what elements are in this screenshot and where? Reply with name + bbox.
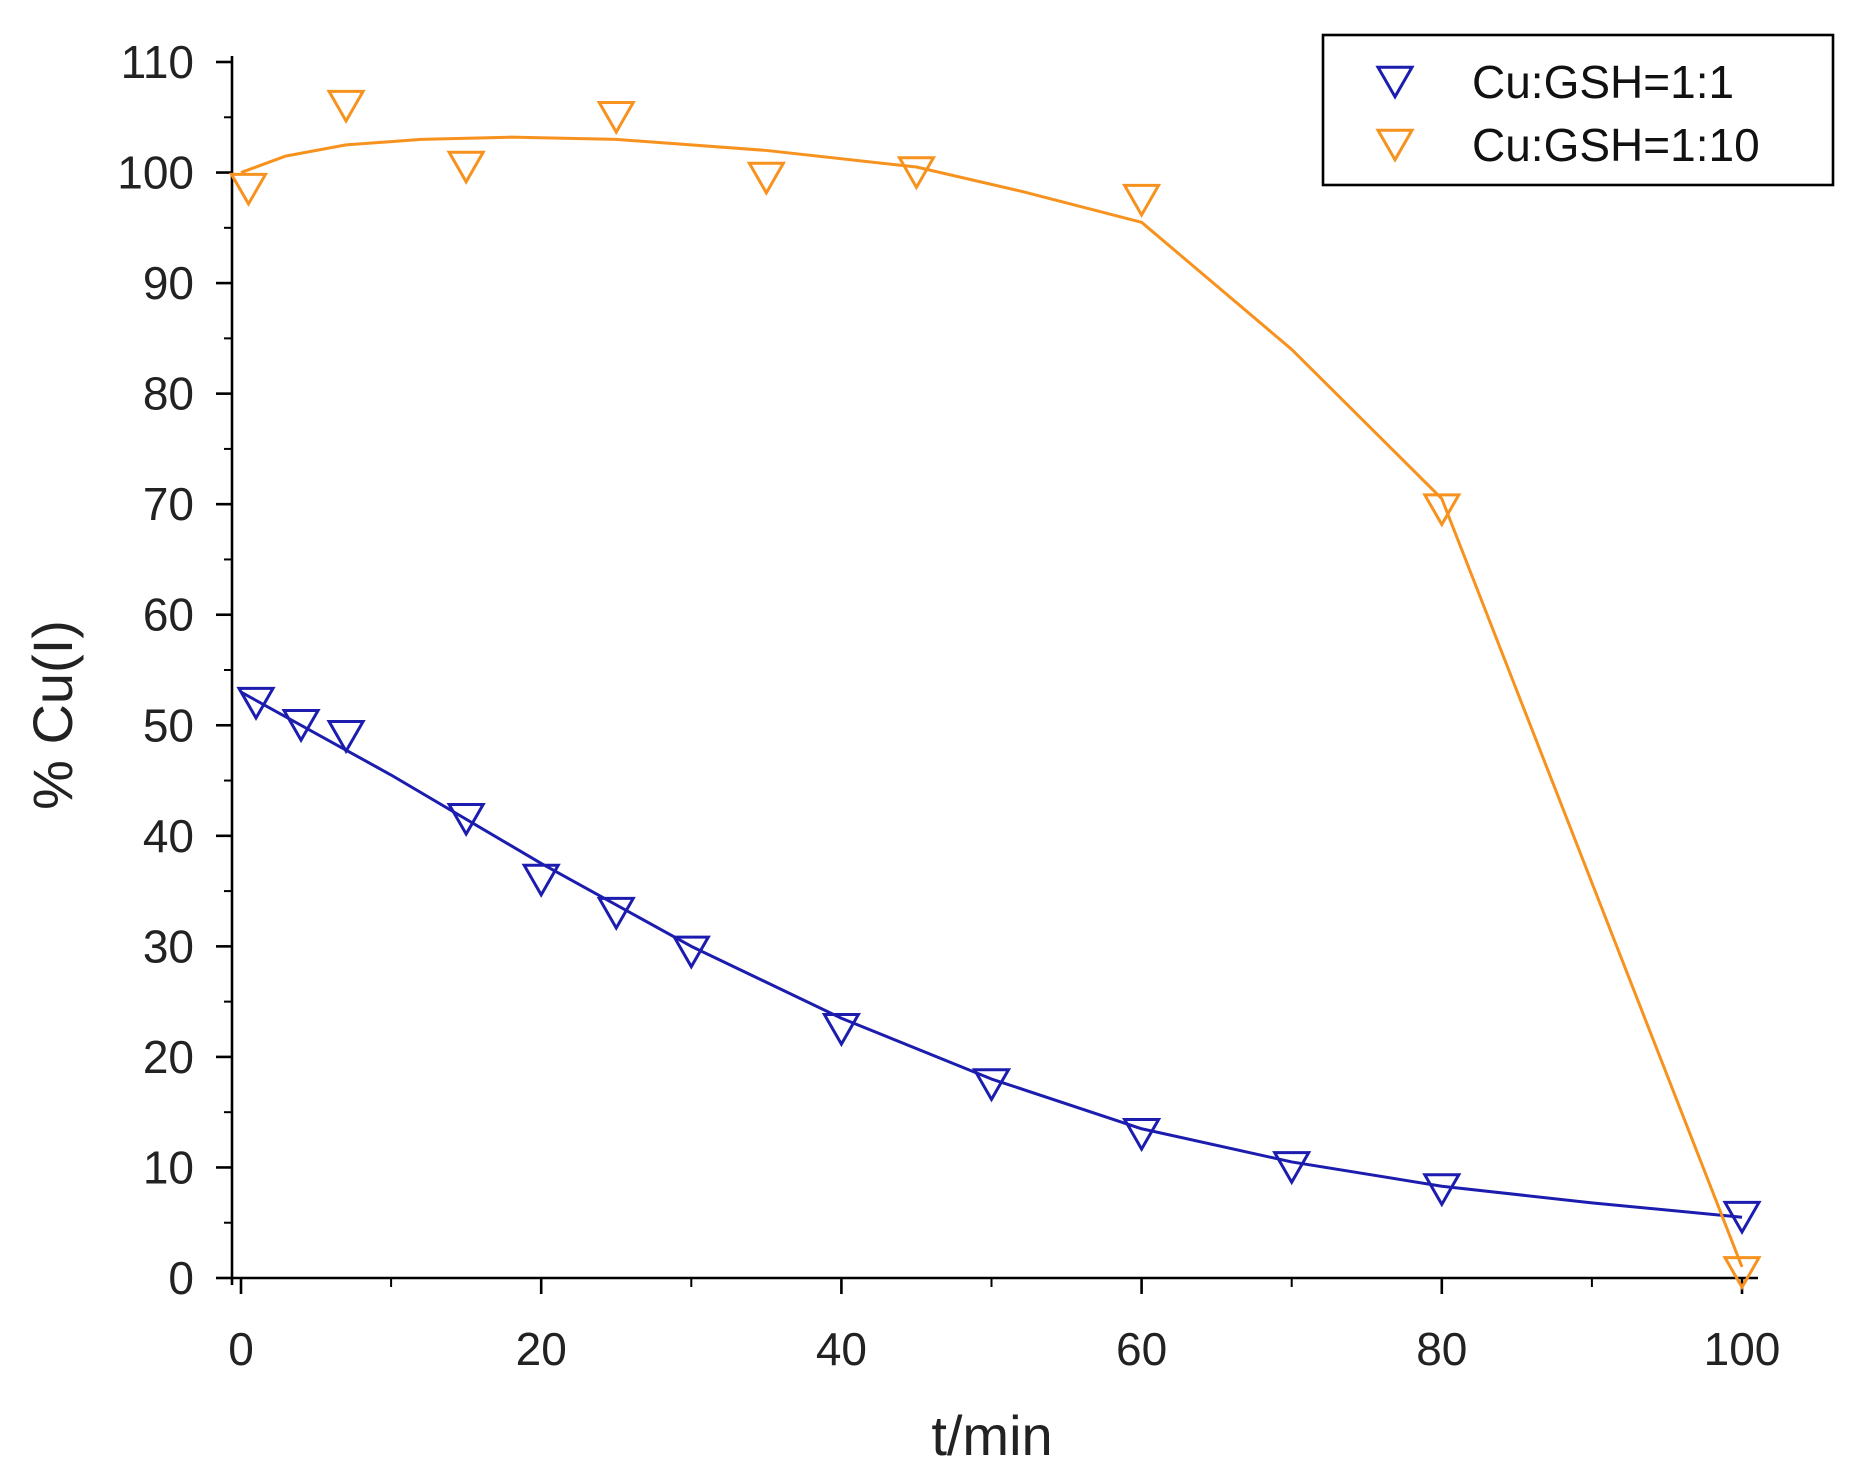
series-1-point [281, 708, 321, 744]
fit-lines [240, 135, 1744, 1268]
y-tick-label: 100 [117, 147, 194, 199]
series-1-point [521, 863, 561, 898]
series-1-point [971, 1068, 1012, 1103]
x-tick-label: 80 [1416, 1323, 1467, 1375]
x-tick-label: 0 [228, 1323, 254, 1375]
legend-marker-2 [1375, 128, 1415, 163]
y-tick-label: 30 [143, 920, 194, 972]
series-1-point [236, 686, 276, 721]
x-tick-label: 20 [516, 1323, 567, 1375]
legend-frame [1321, 33, 1835, 187]
series-1-point [1272, 1151, 1312, 1186]
series-2-point [1722, 1256, 1762, 1291]
series-2-point [746, 161, 786, 196]
y-tick-label: 20 [143, 1031, 194, 1083]
series-2-point [228, 172, 269, 207]
data-markers [228, 89, 1762, 1291]
series-1-fit-line [240, 690, 1743, 1219]
series-1-point [1722, 1200, 1762, 1236]
y-tick-label: 0 [168, 1252, 194, 1304]
series-1-point [671, 935, 711, 970]
y-tick-label: 80 [143, 368, 194, 420]
series-2-point [596, 100, 636, 136]
y-tick-label: 110 [121, 36, 194, 88]
x-axis-title: t/min [931, 1404, 1052, 1467]
series-1-point [1422, 1173, 1462, 1208]
series-2-point [1422, 493, 1462, 528]
y-tick-label: 60 [143, 589, 194, 641]
series-1-point [1122, 1118, 1162, 1153]
legend-label-1: Cu:GSH=1:1 [1472, 56, 1734, 108]
series-2-point [896, 156, 937, 191]
axes: 0 10 20 30 40 50 60 70 80 90 100 110 0 20 40 60 80 100 [117, 36, 1780, 1375]
y-tick-label: 90 [143, 257, 194, 309]
y-tick-label: 40 [143, 810, 194, 862]
legend: Cu:GSH=1:1 Cu:GSH=1:10 [1321, 33, 1835, 187]
x-tick-label: 100 [1704, 1323, 1781, 1375]
y-tick-label: 70 [143, 478, 194, 530]
series-2-fit-line [240, 135, 1744, 1268]
series-1-point [596, 896, 636, 932]
y-tick-label: 50 [143, 699, 194, 751]
series-1-point [446, 802, 486, 838]
series-1-point [326, 720, 366, 755]
y-axis-title: % Cu(I) [21, 620, 84, 810]
series-2-point [446, 150, 486, 185]
series-2-point [1122, 183, 1162, 218]
series-2-point [326, 89, 366, 125]
legend-marker-1 [1375, 65, 1415, 100]
legend-label-2: Cu:GSH=1:10 [1472, 119, 1760, 171]
series-1-point [821, 1012, 861, 1048]
x-tick-label: 40 [816, 1323, 867, 1375]
y-tick-label: 10 [143, 1141, 194, 1193]
x-tick-label: 60 [1116, 1323, 1167, 1375]
